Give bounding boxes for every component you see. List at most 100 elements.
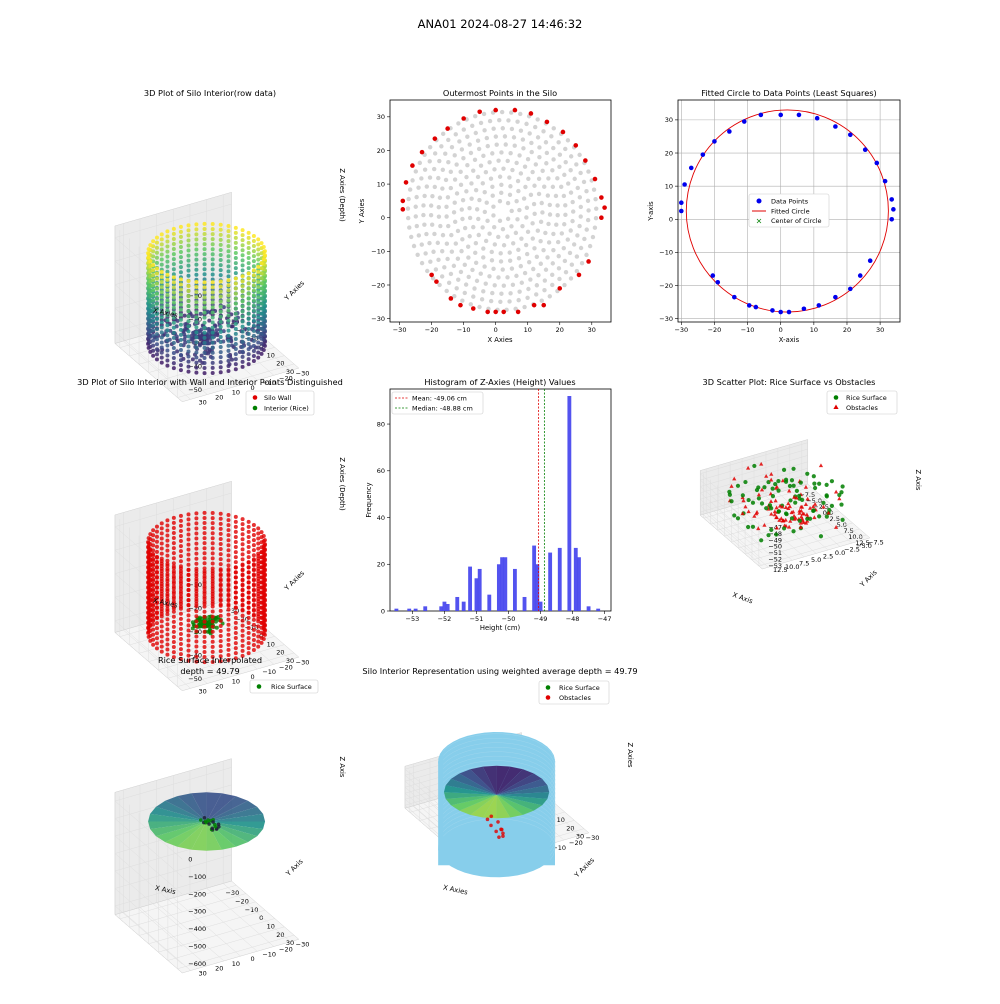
data-point [218, 309, 223, 314]
wall-point [171, 645, 176, 650]
wall-point [210, 624, 215, 629]
obstacle-point [496, 820, 500, 824]
interior-point [509, 208, 514, 214]
data-point [218, 253, 223, 258]
interior-point [452, 177, 458, 182]
data-point [171, 236, 176, 241]
x-tick-label: 20 [556, 326, 564, 334]
outermost-point [544, 119, 550, 125]
interior-point [466, 255, 471, 260]
obstacle-point [797, 508, 802, 513]
data-point [165, 338, 170, 343]
data-point [159, 330, 164, 335]
wall-point [210, 634, 215, 639]
y-tick-label: 30 [198, 398, 206, 406]
rice-point [211, 820, 215, 824]
rice-point [789, 478, 795, 483]
data-point [178, 277, 183, 282]
data-point [240, 248, 245, 253]
histogram-bar [439, 606, 444, 611]
rice-point [797, 518, 802, 523]
data-point [251, 318, 256, 323]
y-tick-label: −10 [262, 950, 276, 958]
data-point [240, 314, 245, 319]
interior-point [490, 193, 495, 198]
wall-point [256, 526, 261, 531]
interior-point [515, 217, 520, 222]
wall-point [151, 562, 156, 567]
rice-point [840, 517, 845, 522]
interior-point [574, 162, 579, 167]
data-point [151, 343, 156, 348]
interior-point [458, 182, 464, 188]
wall-point [226, 528, 231, 533]
data-point [194, 242, 199, 247]
wall-point [240, 542, 245, 547]
data-point [688, 165, 694, 171]
wall-point [165, 597, 170, 602]
y-tick-label: 10 [232, 960, 240, 968]
data-point [159, 290, 164, 295]
data-point [218, 365, 223, 370]
wall-point [194, 649, 199, 654]
data-point [178, 302, 183, 307]
interior-point [469, 181, 474, 186]
legend: Rice Surface Obstacles [538, 680, 610, 705]
wall-point [171, 546, 176, 551]
legend-label-mean: Mean: -49.06 cm [412, 395, 467, 403]
interior-point [415, 252, 420, 257]
data-point [178, 282, 183, 287]
outermost-point [493, 107, 498, 113]
wall-point [159, 589, 164, 594]
interior-point [464, 189, 469, 194]
data-point [186, 319, 191, 324]
wall-point [194, 659, 199, 664]
data-point [862, 147, 868, 153]
wall-point [154, 631, 159, 636]
interior-point [521, 146, 526, 151]
wall-point [171, 624, 176, 629]
data-point [159, 320, 164, 325]
data-point [256, 269, 261, 274]
wall-point [210, 659, 215, 664]
data-point [240, 329, 245, 334]
interior-point [586, 169, 591, 174]
data-point [218, 227, 223, 232]
panel-title: Silo Interior Representation using weigh… [362, 666, 637, 676]
data-point [171, 335, 176, 340]
interior-point [544, 161, 549, 166]
wall-point [210, 541, 215, 546]
data-point [178, 327, 183, 332]
outermost-point [410, 163, 415, 168]
interior-point [444, 204, 449, 210]
data-point [165, 343, 170, 348]
obstacle-point [787, 524, 792, 529]
wall-point [210, 551, 215, 556]
data-point [194, 350, 199, 355]
wall-point [151, 577, 156, 582]
legend-box [748, 193, 830, 228]
wall-point [226, 647, 231, 652]
data-point [226, 313, 231, 318]
data-point [178, 297, 183, 302]
interior-point [448, 271, 454, 277]
interior-point [427, 240, 432, 246]
data-point [202, 305, 207, 310]
data-point [165, 333, 170, 338]
outermost-point [531, 302, 537, 308]
data-point [186, 349, 191, 354]
data-point [251, 313, 256, 318]
histogram-bar [394, 608, 399, 611]
interior-point [459, 248, 464, 254]
interior-point [529, 140, 534, 146]
obstacle-point [783, 505, 789, 509]
data-point [159, 345, 164, 350]
data-point [256, 320, 261, 325]
data-point [233, 286, 238, 291]
wall-point [218, 603, 223, 608]
rice-point [756, 496, 762, 501]
interior-point [565, 237, 570, 242]
interior-point [462, 290, 467, 296]
interior-point [518, 111, 523, 117]
wall-point [171, 650, 176, 655]
